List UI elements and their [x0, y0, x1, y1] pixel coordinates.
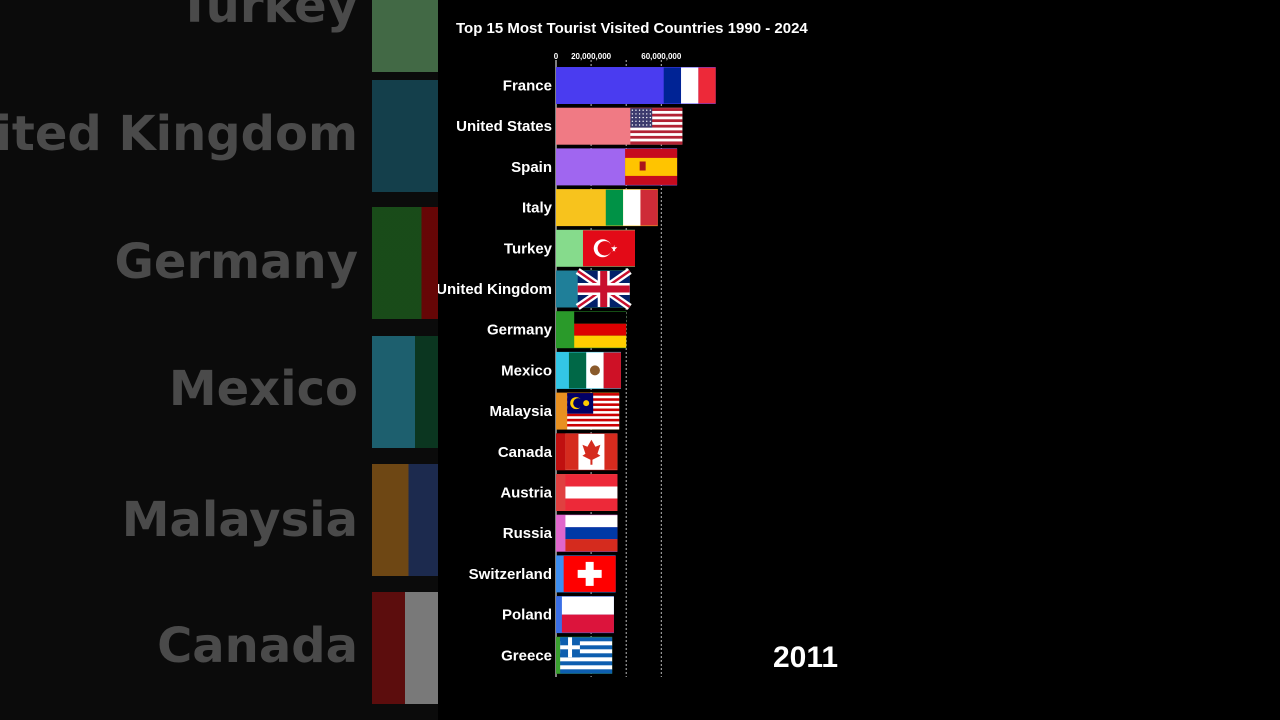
bg-label-malaysia: Malaysia — [121, 492, 358, 548]
category-label-14: Greece — [501, 647, 552, 664]
bar-group-7: Mexico — [501, 351, 621, 389]
bar-group-6: Germany — [487, 311, 627, 349]
greece-flag — [560, 637, 613, 674]
bg-label-mexico: Mexico — [168, 361, 358, 417]
malaysia-flag — [567, 393, 620, 430]
blurred-background: Turkey United Kingdom Germany Mexico Mal… — [0, 0, 438, 720]
x-tick-label-0: 0 — [554, 52, 559, 61]
category-label-9: Canada — [498, 444, 553, 461]
bar-group-3: Italy — [522, 189, 658, 227]
category-label-3: Italy — [522, 200, 553, 217]
category-label-5: United Kingdom — [438, 281, 552, 298]
france-flag — [663, 67, 716, 104]
bg-label-turkey: Turkey — [178, 0, 358, 34]
category-label-8: Malaysia — [489, 403, 552, 420]
bar-group-11: Russia — [503, 514, 618, 552]
mexico-flag — [568, 352, 621, 389]
bar-group-14: Greece — [501, 636, 613, 674]
category-label-7: Mexico — [501, 362, 552, 379]
bg-bar-uk — [372, 80, 438, 192]
x-axis-ticks: 0 20,000,000 60,000,000 — [554, 52, 682, 61]
category-label-10: Austria — [500, 485, 552, 502]
russia-flag — [565, 515, 618, 552]
category-label-11: Russia — [503, 525, 553, 542]
germany-flag — [574, 311, 627, 348]
bar-group-12: Switzerland — [469, 555, 616, 593]
bg-bar-malaysia — [372, 464, 438, 576]
category-label-12: Switzerland — [469, 566, 552, 583]
bg-bar-mexico — [372, 336, 438, 448]
spain-flag — [625, 148, 678, 185]
bar-group-8: Malaysia — [489, 392, 620, 430]
poland-flag — [561, 596, 614, 633]
bar-group-5: United Kingdom — [438, 268, 632, 310]
usa-flag — [630, 108, 683, 145]
bg-label-canada: Canada — [157, 618, 358, 674]
canada-flag — [565, 433, 618, 470]
x-tick-label-1: 20,000,000 — [571, 52, 612, 61]
switzerland-flag — [563, 555, 616, 592]
bar-group-2: Spain — [511, 148, 678, 186]
bar-group-10: Austria — [500, 474, 618, 511]
italy-flag — [605, 189, 658, 226]
category-label-2: Spain — [511, 159, 552, 176]
category-label-0: France — [503, 78, 552, 95]
bg-label-uk: United Kingdom — [0, 106, 358, 162]
x-tick-label-2: 60,000,000 — [641, 52, 682, 61]
austria-flag — [565, 474, 618, 511]
bg-label-germany: Germany — [114, 234, 359, 290]
year-label: 2011 — [773, 641, 838, 674]
category-label-13: Poland — [502, 607, 552, 624]
bar-group-9: Canada — [498, 433, 618, 471]
bg-bar-turkey — [372, 0, 438, 72]
category-label-6: Germany — [487, 322, 553, 339]
bar-group-4: Turkey — [504, 229, 635, 267]
bar-group-0: France — [503, 67, 716, 104]
chart-title: Top 15 Most Tourist Visited Countries 19… — [456, 20, 808, 37]
bars: France United States Spain Italy Turkey Unite… — [438, 67, 716, 674]
category-label-4: Turkey — [504, 240, 553, 257]
bar-group-13: Poland — [502, 596, 614, 634]
chart-panel: Top 15 Most Tourist Visited Countries 19… — [438, 0, 1280, 720]
uk-flag — [575, 268, 632, 310]
category-label-1: United States — [456, 118, 552, 135]
bar-group-1: United States — [456, 107, 683, 145]
turkey-flag — [582, 230, 635, 267]
bg-bar-canada — [372, 592, 438, 704]
bar-chart: Top 15 Most Tourist Visited Countries 19… — [438, 20, 838, 677]
bg-bar-germany — [372, 207, 438, 319]
